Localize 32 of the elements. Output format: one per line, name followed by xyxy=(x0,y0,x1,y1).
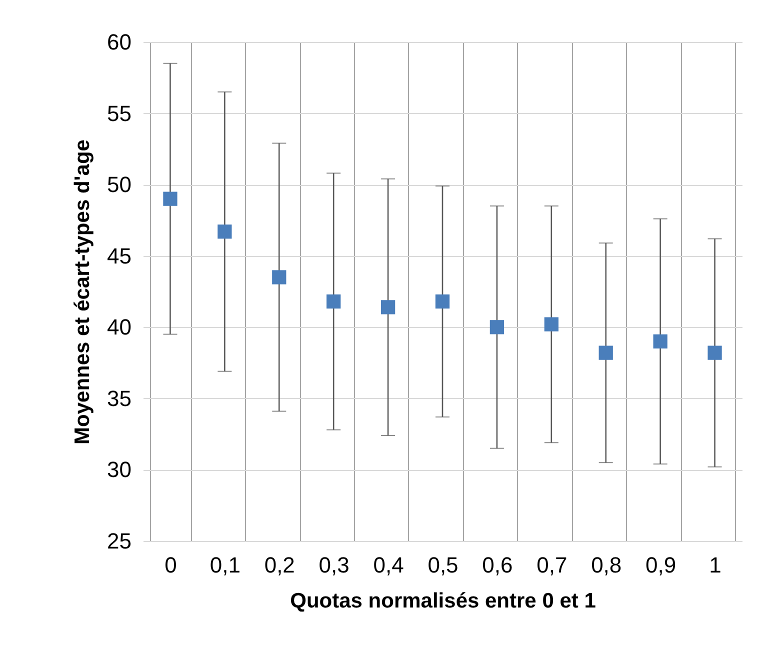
x-tick-label: 0,5 xyxy=(428,552,458,578)
y-tick-label: 25 xyxy=(107,528,132,554)
x-tick-label: 0,8 xyxy=(591,552,622,578)
x-tick-label: 0,9 xyxy=(646,552,676,578)
x-tick-label: 0,6 xyxy=(482,552,513,578)
point xyxy=(326,294,341,309)
point xyxy=(218,224,232,239)
x-tick-label: 0,3 xyxy=(318,552,350,578)
x-tick-label: 0,2 xyxy=(264,552,295,578)
x-axis-title: Quotas normalisés entre 0 et 1 xyxy=(290,590,596,612)
x-tick-label: 1 xyxy=(709,552,722,578)
point xyxy=(163,192,178,206)
point xyxy=(653,334,668,348)
y-tick-label: 45 xyxy=(107,243,132,268)
x-tick-label: 0,4 xyxy=(373,552,404,578)
point xyxy=(598,346,613,360)
point xyxy=(380,300,396,314)
point xyxy=(272,270,286,284)
point xyxy=(708,346,722,360)
x-tick-label: 0 xyxy=(164,552,177,578)
y-tick-label: 35 xyxy=(107,386,132,411)
point xyxy=(544,317,558,332)
x-tick-label: 0,1 xyxy=(210,552,240,578)
y-tick-label: 60 xyxy=(107,30,132,54)
y-tick-label: 55 xyxy=(107,100,132,126)
y-axis-title: Moyennes et écart-types d'age xyxy=(71,140,94,444)
y-tick-label: 40 xyxy=(107,314,132,340)
x-tick-label: 0,7 xyxy=(536,552,568,578)
y-tick-label: 50 xyxy=(107,172,132,198)
y-tick-label: 30 xyxy=(107,457,132,482)
point xyxy=(435,294,450,309)
point xyxy=(490,320,504,334)
